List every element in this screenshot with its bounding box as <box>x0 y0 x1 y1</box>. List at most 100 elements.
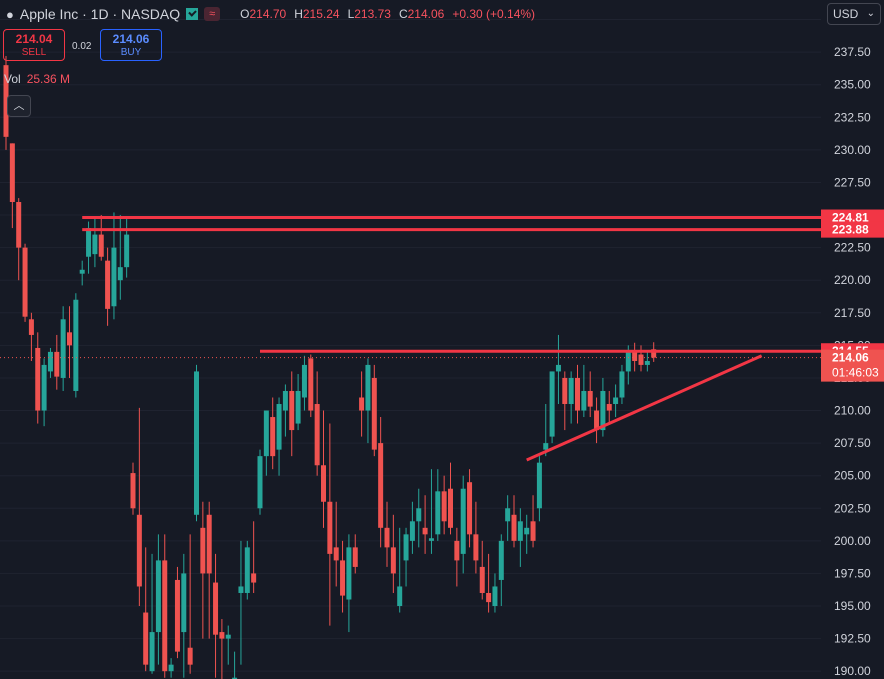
candle-body <box>613 397 619 405</box>
candle-body <box>606 404 612 411</box>
candle-body <box>625 351 631 372</box>
symbol-legend: ● Apple Inc · 1D · NASDAQ ≈ O214.70 H215… <box>6 6 535 22</box>
candle-body <box>54 351 60 377</box>
buy-button[interactable]: 214.06 BUY <box>100 29 162 61</box>
candle-body <box>225 634 231 639</box>
volume-value: 25.36 M <box>26 72 71 86</box>
candle-body <box>568 377 574 405</box>
collapse-legend-button[interactable]: ︿ <box>7 95 31 117</box>
candle-body <box>276 404 282 450</box>
buy-price: 214.06 <box>112 32 150 46</box>
candle-body <box>16 202 22 248</box>
candle-body <box>174 579 180 652</box>
candle-body <box>213 582 219 635</box>
candle-body <box>327 501 333 554</box>
candle-body <box>517 521 523 541</box>
candle-body <box>155 560 161 633</box>
candle-body <box>397 586 403 607</box>
candle-body <box>105 260 111 309</box>
candle-body <box>333 547 339 561</box>
candle-body <box>581 390 587 411</box>
candle-body <box>168 664 174 672</box>
candle-body <box>448 488 453 528</box>
candle-body <box>441 491 447 522</box>
candle-body <box>371 377 377 450</box>
candle-body <box>600 390 606 431</box>
currency-selector[interactable]: USD ⌄ <box>827 3 881 25</box>
candle-body <box>428 538 434 541</box>
candle-body <box>435 491 441 535</box>
indicator-wave-icon[interactable]: ≈ <box>204 7 221 21</box>
candle-body <box>73 299 79 391</box>
candle-body <box>244 547 250 593</box>
candle-body <box>295 390 301 424</box>
candle-body <box>206 514 212 574</box>
market-open-flag-icon <box>186 8 199 20</box>
candle-body <box>543 443 549 450</box>
candle-body <box>9 143 15 203</box>
chevron-up-icon: ︿ <box>13 100 25 112</box>
candle-body <box>352 547 358 567</box>
candle-body <box>92 234 98 255</box>
candle-body <box>308 358 314 411</box>
candle-body <box>124 234 130 268</box>
apple-logo-icon: ● <box>6 6 14 22</box>
candle-body <box>587 390 593 407</box>
candle-body <box>130 473 136 509</box>
chevron-down-icon: ⌄ <box>866 8 875 19</box>
candle-body <box>200 527 206 574</box>
candle-body <box>422 527 428 535</box>
candle-body <box>41 364 47 411</box>
candle-body <box>479 566 485 593</box>
candle-body <box>3 65 9 137</box>
candle-body <box>365 364 371 411</box>
symbol-title[interactable]: Apple Inc · 1D · NASDAQ <box>19 6 181 22</box>
candle-body <box>232 677 238 679</box>
candle-body <box>536 462 542 509</box>
buy-label: BUY <box>120 47 142 58</box>
candle-body <box>575 377 580 411</box>
candle-body <box>86 228 92 257</box>
candle-body <box>378 443 384 528</box>
candle-body <box>282 390 288 411</box>
candle-body <box>47 351 53 372</box>
candle-body <box>409 521 415 541</box>
candle-body <box>403 534 409 561</box>
ohlc-values: O214.70 H215.24 L213.73 C214.06 +0.30 (+… <box>240 7 536 21</box>
candle-body <box>289 390 295 431</box>
candle-body <box>143 612 149 665</box>
candle-body <box>314 404 320 466</box>
volume-label: Vol <box>4 72 21 86</box>
candle-body <box>467 482 473 535</box>
candle-body <box>632 351 638 362</box>
candle-body <box>79 269 85 274</box>
candle-body <box>117 267 123 281</box>
sell-price: 214.04 <box>15 32 53 46</box>
candle-body <box>651 349 657 358</box>
candle-body <box>530 521 536 541</box>
candle-body <box>619 371 625 398</box>
candle-body <box>505 508 511 522</box>
candle-body <box>524 527 530 535</box>
candle-body <box>321 465 326 502</box>
candle-body <box>390 547 396 574</box>
candle-body <box>562 377 568 405</box>
price-axis-panel[interactable] <box>821 0 884 679</box>
candle-body <box>486 592 492 603</box>
spread-value: 0.02 <box>72 41 92 52</box>
sell-button[interactable]: 214.04 SELL <box>3 29 65 61</box>
sell-label: SELL <box>21 47 47 58</box>
candle-body <box>194 371 199 515</box>
candle-body <box>60 319 66 378</box>
candle-body <box>263 410 269 457</box>
candle-body <box>67 332 72 346</box>
candle-body <box>98 234 104 257</box>
candle-body <box>384 527 390 548</box>
candle-body <box>301 364 307 398</box>
candle-body <box>511 514 517 541</box>
candle-body <box>340 560 346 596</box>
candle-body <box>162 560 168 672</box>
candle-body <box>35 347 41 411</box>
candle-body <box>644 361 650 365</box>
